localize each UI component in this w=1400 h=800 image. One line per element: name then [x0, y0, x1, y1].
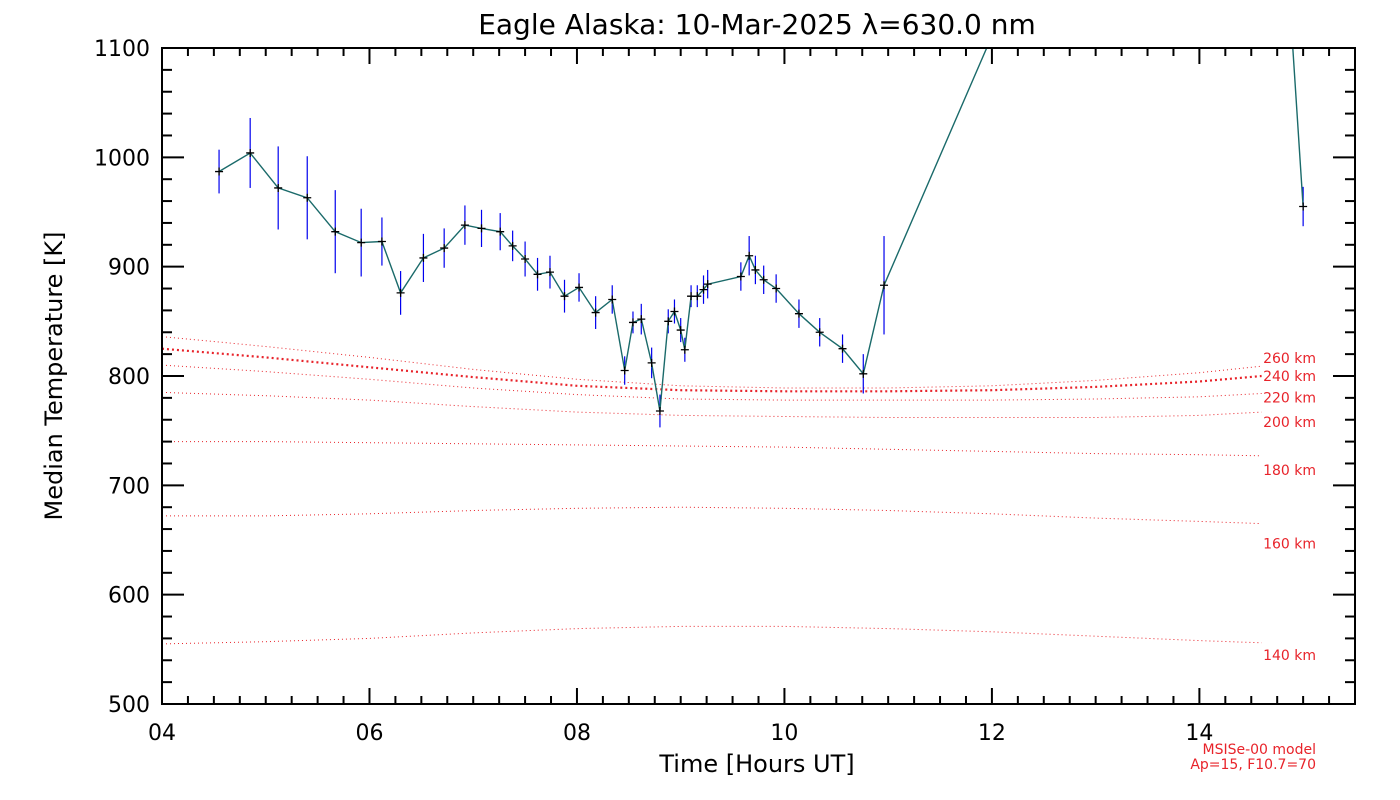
model-curve: [161, 347, 1262, 393]
model-note-line1: MSISe-00 model: [1202, 742, 1316, 758]
x-tick-label: 14: [1185, 721, 1213, 746]
data-point: [664, 317, 673, 326]
data-point: [759, 275, 768, 284]
y-tick-label: 700: [108, 474, 150, 499]
model-curve-label: 260 km: [1263, 351, 1316, 367]
data-point: [628, 318, 637, 327]
data-point: [575, 283, 584, 292]
data-point: [440, 244, 449, 253]
data-point: [676, 326, 685, 335]
model-curve-label: 180 km: [1263, 463, 1316, 479]
data-point: [357, 238, 366, 247]
model-curve-label: 220 km: [1263, 390, 1316, 406]
data-point: [670, 307, 679, 316]
data-point: [560, 292, 569, 301]
data-point: [637, 315, 646, 324]
y-tick-label: 500: [108, 693, 150, 718]
data-point: [215, 167, 224, 176]
y-tick-label: 900: [108, 256, 150, 281]
data-point: [477, 224, 486, 233]
model-curve: [161, 391, 1262, 418]
model-curve: [162, 506, 1262, 525]
model-curve: [161, 625, 1262, 645]
x-tick-label: 08: [563, 721, 591, 746]
data-point: [745, 251, 754, 260]
data-point: [880, 281, 889, 290]
model-curve-label: 200 km: [1263, 415, 1316, 431]
data-point: [608, 295, 617, 304]
x-tick-label: 12: [978, 721, 1006, 746]
data-point: [496, 227, 505, 236]
x-tick-label: 06: [355, 721, 383, 746]
y-tick-label: 800: [108, 365, 150, 390]
data-point: [859, 369, 868, 378]
x-tick-label: 04: [148, 721, 176, 746]
data-point: [508, 241, 517, 250]
data-point: [703, 280, 712, 289]
model-curve: [161, 336, 1262, 389]
data-point: [246, 148, 255, 157]
plot-frame: [161, 47, 1356, 705]
data-point: [274, 183, 283, 192]
data-point: [533, 270, 542, 279]
data-point: [377, 237, 386, 246]
model-note-line2: Ap=15, F10.7=70: [1190, 757, 1316, 773]
data-point: [647, 358, 656, 367]
x-axis-label: Time [Hours UT]: [658, 750, 854, 778]
data-point: [545, 268, 554, 277]
model-curves: 140 km 160 km 180 km 200 km 220 km 240 km 260 …: [161, 336, 1316, 664]
data-point: [693, 292, 702, 301]
data-point: [772, 284, 781, 293]
data-point: [680, 345, 689, 354]
data-series: [215, 48, 1308, 428]
data-point: [521, 255, 530, 264]
x-tick-label: 10: [770, 721, 798, 746]
y-tick-label: 1000: [94, 146, 150, 171]
data-point: [396, 288, 405, 297]
model-curve: [162, 441, 1262, 457]
model-curve-label: 160 km: [1263, 537, 1316, 553]
data-point: [591, 308, 600, 317]
data-point: [303, 193, 312, 202]
data-point: [620, 366, 629, 375]
data-point: [419, 253, 428, 262]
model-curve-label: 140 km: [1263, 648, 1316, 664]
data-point: [736, 272, 745, 281]
chart-title: Eagle Alaska: 10-Mar-2025 λ=630.0 nm: [478, 8, 1036, 41]
data-point: [838, 344, 847, 353]
model-curve-label: 240 km: [1263, 369, 1316, 385]
axes: 04 06 08 10 12 14 500 600 700 800 900 1000 1100: [94, 37, 1356, 746]
y-tick-label: 1100: [94, 37, 150, 62]
y-axis-label: Median Temperature [K]: [40, 231, 68, 520]
data-point: [1299, 202, 1308, 211]
data-point: [655, 406, 664, 415]
data-point: [751, 265, 760, 274]
data-point: [460, 221, 469, 230]
model-curve: [161, 364, 1262, 401]
data-point: [815, 328, 824, 337]
data-point: [331, 227, 340, 236]
data-point: [794, 309, 803, 318]
data-point: [699, 285, 708, 294]
y-tick-label: 600: [108, 584, 150, 609]
